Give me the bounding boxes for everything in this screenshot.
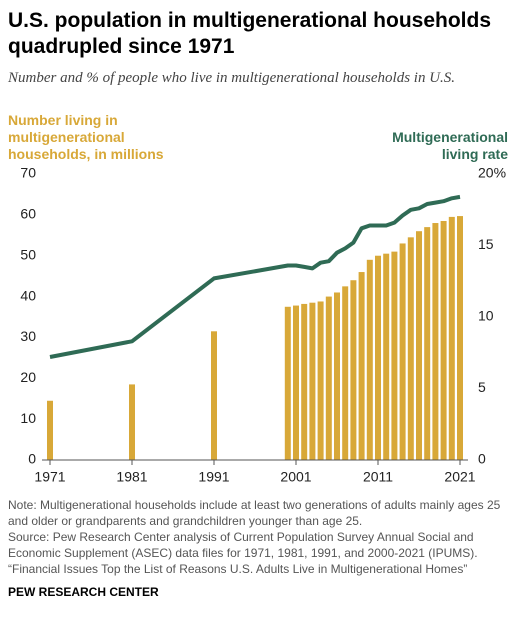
notes: Note: Multigenerational households inclu…: [8, 497, 513, 577]
bar: [375, 255, 381, 460]
source: Source: Pew Research Center analysis of …: [8, 530, 478, 560]
y-tick-label: 10: [20, 410, 36, 426]
y2-tick-label: 20%: [478, 165, 506, 181]
bar: [383, 253, 390, 460]
bar: [424, 227, 431, 460]
y-tick-label: 20: [20, 369, 36, 385]
bar: [358, 272, 365, 460]
bar: [317, 301, 324, 460]
bar: [416, 231, 422, 460]
bar: [440, 220, 447, 460]
y2-tick-label: 15: [478, 236, 494, 252]
bar: [47, 400, 53, 460]
bar: [284, 306, 291, 460]
x-tick-label: 1991: [198, 469, 229, 485]
y-tick-label: 30: [20, 328, 36, 344]
x-tick-label: 2001: [280, 469, 311, 485]
y2-tick-label: 0: [478, 451, 486, 467]
bar: [448, 216, 455, 460]
line: [49, 194, 461, 359]
note: “Financial Issues Top the List of Reason…: [8, 562, 468, 576]
bar: [399, 243, 406, 460]
footer: PEW RESEARCH CENTER: [8, 585, 159, 599]
x-tick-label: 2011: [363, 469, 393, 485]
bar: [391, 251, 398, 460]
chart-title: U.S. population in multigenerational hou…: [8, 9, 492, 58]
bar: [457, 216, 463, 460]
y-tick-label: 40: [20, 287, 36, 303]
bar: [350, 280, 357, 460]
x-tick-label: 2021: [444, 469, 475, 485]
y-tick-label: 70: [20, 165, 36, 181]
note: Note: Multigenerational households inclu…: [8, 498, 501, 528]
bar: [432, 223, 439, 460]
bar: [407, 237, 414, 460]
bar: [366, 259, 373, 460]
bar: [211, 331, 217, 460]
bar: [342, 286, 349, 460]
bar: [309, 302, 316, 460]
bar: [334, 292, 340, 460]
y-tick-label: 50: [20, 246, 36, 262]
bar: [129, 384, 135, 460]
y-tick-label: 0: [28, 451, 36, 467]
chart-subtitle: Number and % of people who live in multi…: [8, 70, 456, 86]
y2-tick-label: 5: [478, 379, 486, 395]
bar: [293, 305, 299, 460]
x-tick-label: 1971: [34, 469, 65, 485]
bar: [325, 296, 332, 460]
legend-label: Number living in multigenerational house…: [8, 112, 164, 162]
legend-label: Multigenerational living rate: [392, 129, 508, 162]
y2-tick-label: 10: [478, 308, 494, 324]
x-tick-label: 1981: [116, 469, 147, 485]
y-tick-label: 60: [20, 206, 36, 222]
bar: [301, 303, 308, 460]
